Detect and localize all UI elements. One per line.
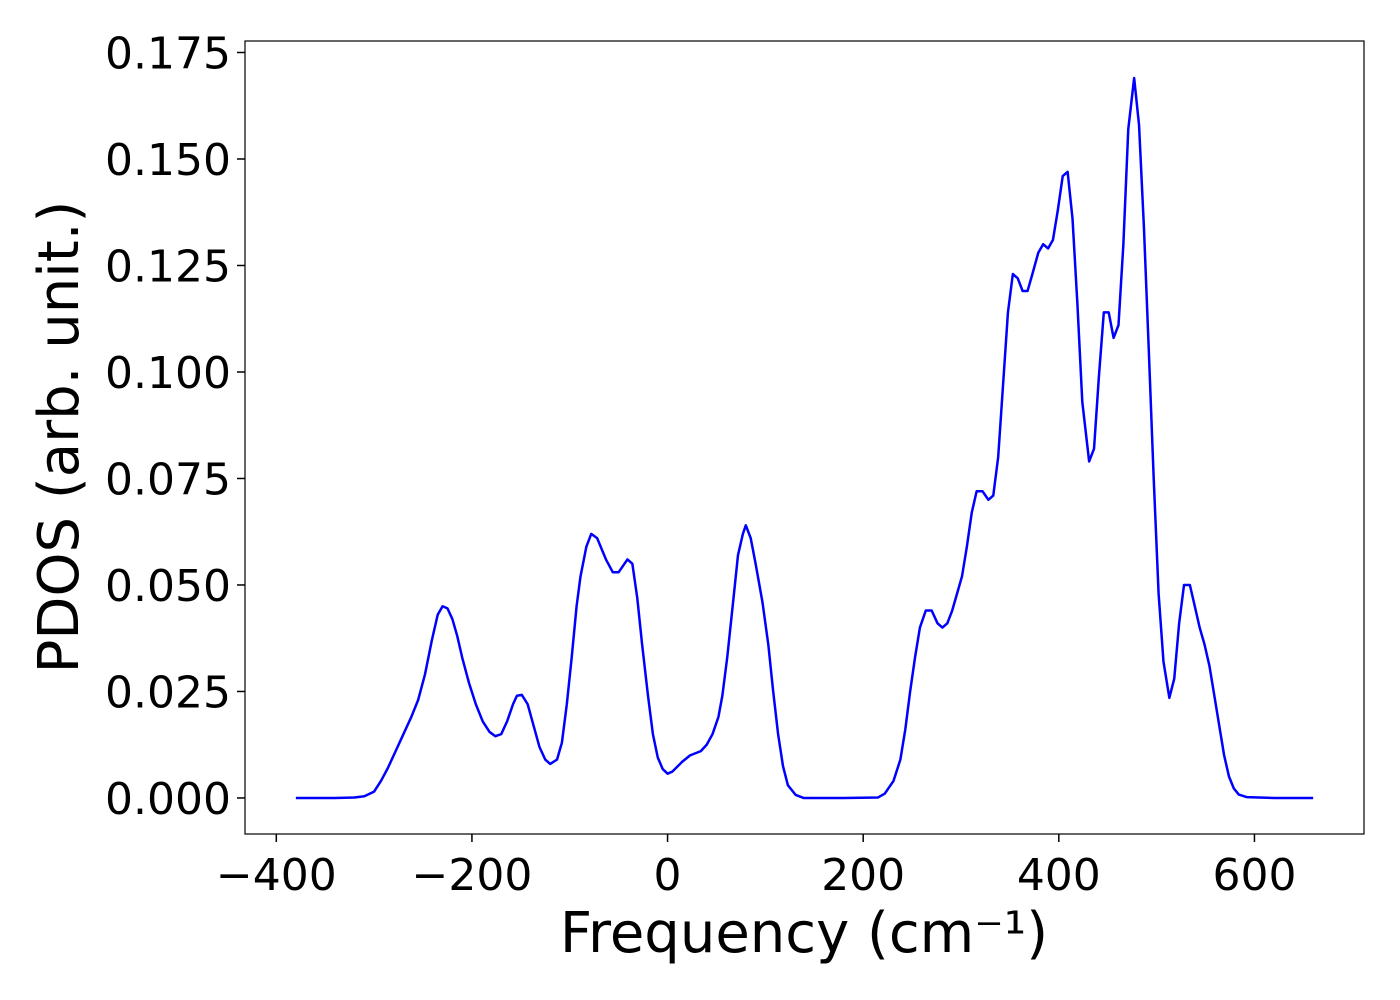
- x-tick-label: 0: [654, 850, 682, 901]
- x-tick-label: 400: [1017, 850, 1101, 901]
- y-tick-label: 0.150: [105, 135, 231, 186]
- y-axis-label: PDOS (arb. unit.): [27, 201, 92, 674]
- y-tick-label: 0.175: [105, 29, 231, 80]
- plot-frame: [244, 40, 1365, 835]
- y-tick-label: 0.000: [105, 774, 231, 825]
- y-tick-label: 0.025: [105, 667, 231, 718]
- y-tick-label: 0.125: [105, 241, 231, 292]
- y-tick-label: 0.050: [105, 561, 231, 612]
- x-tick-label: 600: [1212, 850, 1296, 901]
- y-tick-label: 0.100: [105, 348, 231, 399]
- x-tick-label: −400: [216, 850, 337, 901]
- y-tick-label: 0.075: [105, 454, 231, 505]
- x-axis-label: Frequency (cm⁻¹): [560, 901, 1048, 966]
- x-tick-label: 200: [821, 850, 905, 901]
- x-tick-label: −200: [412, 850, 533, 901]
- data-line: [295, 76, 1314, 800]
